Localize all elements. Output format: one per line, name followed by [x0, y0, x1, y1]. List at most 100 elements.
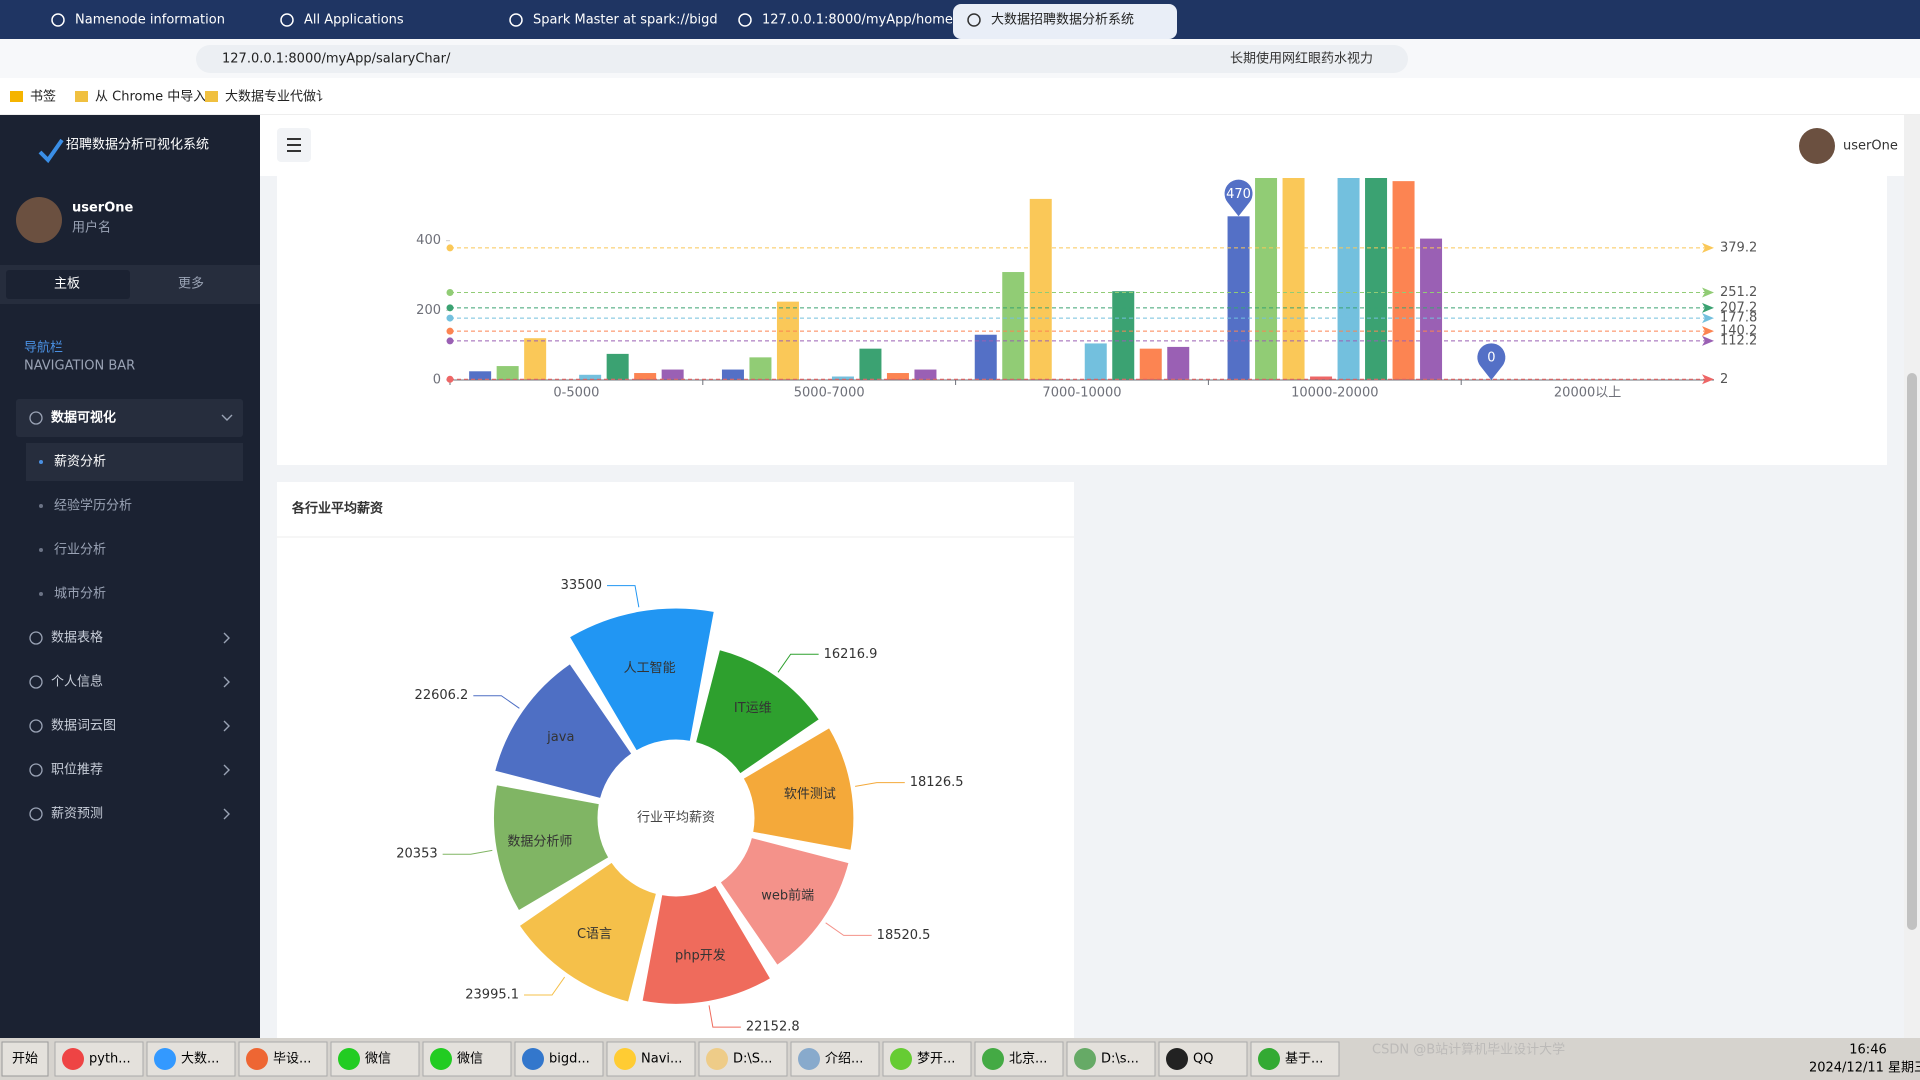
rose-slice[interactable] [568, 607, 715, 752]
nav-item[interactable]: 数据表格 [51, 630, 103, 646]
mark-line-arrow [1702, 302, 1714, 313]
value-label: 18520.5 [877, 928, 931, 943]
leader-line [442, 849, 493, 855]
bar [831, 376, 854, 380]
tab-title[interactable]: 大数据招聘数据分析系统 [991, 13, 1134, 28]
bar [749, 357, 772, 380]
slice-label: java [546, 730, 574, 745]
task-label: 大数... [181, 1052, 219, 1067]
mark-line-label: 207.2 [1720, 300, 1757, 315]
mark-line-label: 379.2 [1720, 240, 1757, 255]
bar [524, 338, 547, 380]
task-icon [982, 1048, 1004, 1070]
leader-line [777, 653, 819, 673]
slice-label: IT运维 [734, 701, 772, 716]
tab-title[interactable]: Namenode information [75, 13, 225, 28]
bar [1139, 348, 1162, 380]
rose-slice[interactable] [494, 662, 633, 800]
mark-point [1224, 179, 1253, 217]
tab-title[interactable]: Spark Master at spark://bigd [533, 13, 718, 28]
rose-slice[interactable] [641, 884, 772, 1005]
nav-subtitle: NAVIGATION BAR [24, 359, 135, 374]
avatar [16, 197, 62, 243]
tab-title[interactable]: All Applications [304, 13, 404, 28]
card-title: 各行业平均薪资 [291, 501, 383, 517]
x-tick-label: 20000以上 [1554, 386, 1621, 401]
nav-subitem[interactable]: 经验学历分析 [54, 498, 132, 514]
mark-point [1477, 343, 1506, 380]
nav-subitem[interactable]: 薪资分析 [54, 455, 106, 470]
bar [721, 369, 744, 380]
value-label: 33500 [561, 578, 602, 593]
url[interactable]: 127.0.0.1:8000/myApp/salaryChar/ [222, 52, 451, 67]
x-tick-label: 10000-20000 [1291, 386, 1378, 401]
address-box[interactable] [196, 45, 1408, 73]
sidebar-tab[interactable]: 主板 [54, 277, 80, 292]
bookmark-row [0, 78, 1920, 115]
value-label: 20353 [396, 847, 437, 862]
bar [1084, 343, 1107, 380]
rose-slice[interactable] [694, 649, 820, 775]
bookmark[interactable]: 大数据专业代做讠 [225, 90, 329, 105]
nav-item[interactable]: 薪资预测 [51, 807, 103, 822]
app-header [260, 115, 1920, 176]
rose-slice[interactable] [492, 784, 610, 912]
mark-line-arrow [1702, 335, 1714, 346]
nav-active-bg [26, 443, 243, 481]
bookmark-icon [75, 91, 88, 102]
task-icon [890, 1048, 912, 1070]
start-label: 开始 [12, 1052, 38, 1067]
bar [606, 353, 629, 380]
bookmark[interactable]: 从 Chrome 中导入 [95, 90, 206, 105]
nav-group-bg [16, 399, 243, 437]
tab-title[interactable]: 127.0.0.1:8000/myApp/home/ [762, 13, 958, 28]
bar [1282, 178, 1305, 381]
bookmark[interactable]: 书签 [30, 89, 56, 105]
user-role: 用户名 [72, 220, 111, 236]
mark-line-arrow [1702, 326, 1714, 337]
mark-line-label: 2 [1720, 372, 1728, 387]
task-label: Navi... [641, 1052, 682, 1067]
nav-subitem[interactable]: 行业分析 [54, 543, 106, 558]
watermark: CSDN @B站计算机毕业设计大学 [1372, 1042, 1565, 1058]
nav-subitem[interactable]: 城市分析 [54, 586, 106, 602]
chevron [221, 414, 233, 421]
leader-line [708, 1005, 741, 1028]
y-tick-label: 400 [416, 233, 441, 248]
clock-time: 16:46 [1849, 1043, 1886, 1058]
mark-line-label: 177.8 [1720, 311, 1757, 326]
task-label: D:\S... [733, 1052, 772, 1067]
value-label: 16216.9 [824, 647, 878, 662]
slice-label: 软件测试 [784, 787, 836, 802]
slice-label: C语言 [577, 927, 612, 942]
search-hint[interactable]: 长期使用网红眼药水视力 [1230, 51, 1373, 67]
y-tick-label: 200 [416, 303, 441, 318]
rose-slice[interactable] [719, 836, 850, 966]
start-button[interactable] [1, 1041, 49, 1077]
rose-slice[interactable] [518, 861, 658, 1003]
sidebar-tab[interactable]: 更多 [178, 276, 204, 292]
nav-item[interactable]: 数据词云图 [51, 719, 116, 734]
rose-slice[interactable] [742, 727, 855, 851]
nav-title: 导航栏 [24, 340, 63, 356]
tab-icon [280, 13, 294, 27]
chevron [223, 764, 230, 776]
bar [661, 369, 684, 380]
leader-line [524, 976, 566, 996]
header-user[interactable]: userOne [1843, 139, 1898, 154]
nav-item[interactable]: 职位推荐 [51, 763, 103, 778]
scroll-thumb[interactable] [1907, 373, 1917, 930]
nav-item[interactable]: 个人信息 [51, 674, 103, 690]
brand-logo [38, 138, 64, 164]
mark-line-label: 251.2 [1720, 285, 1757, 300]
task-icon [430, 1048, 452, 1070]
bar [579, 374, 602, 380]
y-tick-label: 0 [433, 373, 441, 388]
nav-item[interactable]: 数据可视化 [51, 410, 116, 426]
bar [1167, 346, 1190, 380]
menu-icon [287, 138, 301, 152]
chevron [223, 720, 230, 732]
x-tick-label: 0-5000 [553, 386, 599, 401]
bar [469, 371, 492, 380]
